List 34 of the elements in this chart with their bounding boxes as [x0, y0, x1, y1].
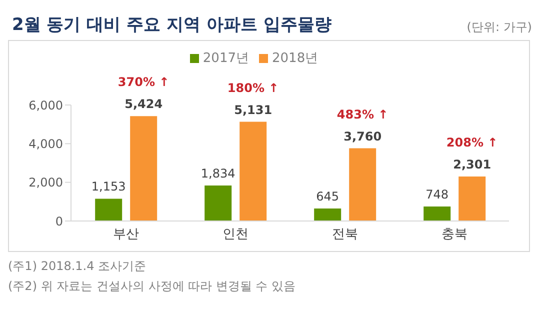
annotation: 180% ↑	[227, 80, 279, 95]
bar	[458, 176, 486, 221]
chart-title: 2월 동기 대비 주요 지역 아파트 입주물량	[11, 14, 332, 36]
bar	[95, 198, 122, 221]
legend-label: 2017년	[202, 51, 249, 66]
text: (주1) 2018.1.4 조사기준	[8, 258, 148, 275]
data-label: 645	[316, 190, 340, 204]
data-label: 3,760	[344, 129, 382, 144]
data-label: 2,301	[453, 158, 492, 172]
bar	[204, 186, 232, 221]
y-tick-label: 0	[55, 214, 63, 228]
legend-label: 2018년	[272, 51, 318, 66]
bar	[240, 122, 267, 221]
annotation: 370% ↑	[118, 75, 170, 90]
data-label: 748	[426, 188, 449, 202]
data-label: 5,131	[234, 102, 272, 117]
annotation: 483% ↑	[336, 107, 388, 122]
bar	[314, 208, 342, 221]
x-tick-label: 부산	[112, 227, 139, 242]
y-tick-label: 4,000	[28, 136, 63, 151]
data-label: 5,424	[124, 97, 163, 112]
data-label: 1,153	[91, 180, 126, 194]
x-tick-label: 전북	[332, 227, 358, 242]
x-tick-label: 충북	[441, 227, 468, 242]
text: (단위: 가구)	[466, 19, 532, 36]
bar	[349, 148, 376, 221]
x-tick-label: 인천	[222, 227, 248, 242]
text: (주2) 위 자료는 건설사의 사정에 따라 변경될 수 있음	[8, 278, 297, 295]
bar	[130, 116, 158, 221]
y-tick-label: 2,000	[28, 176, 63, 190]
data-label: 1,834	[200, 166, 236, 181]
y-tick-label: 6,000	[28, 98, 63, 112]
annotation: 208% ↑	[446, 136, 498, 150]
bar	[424, 206, 451, 221]
